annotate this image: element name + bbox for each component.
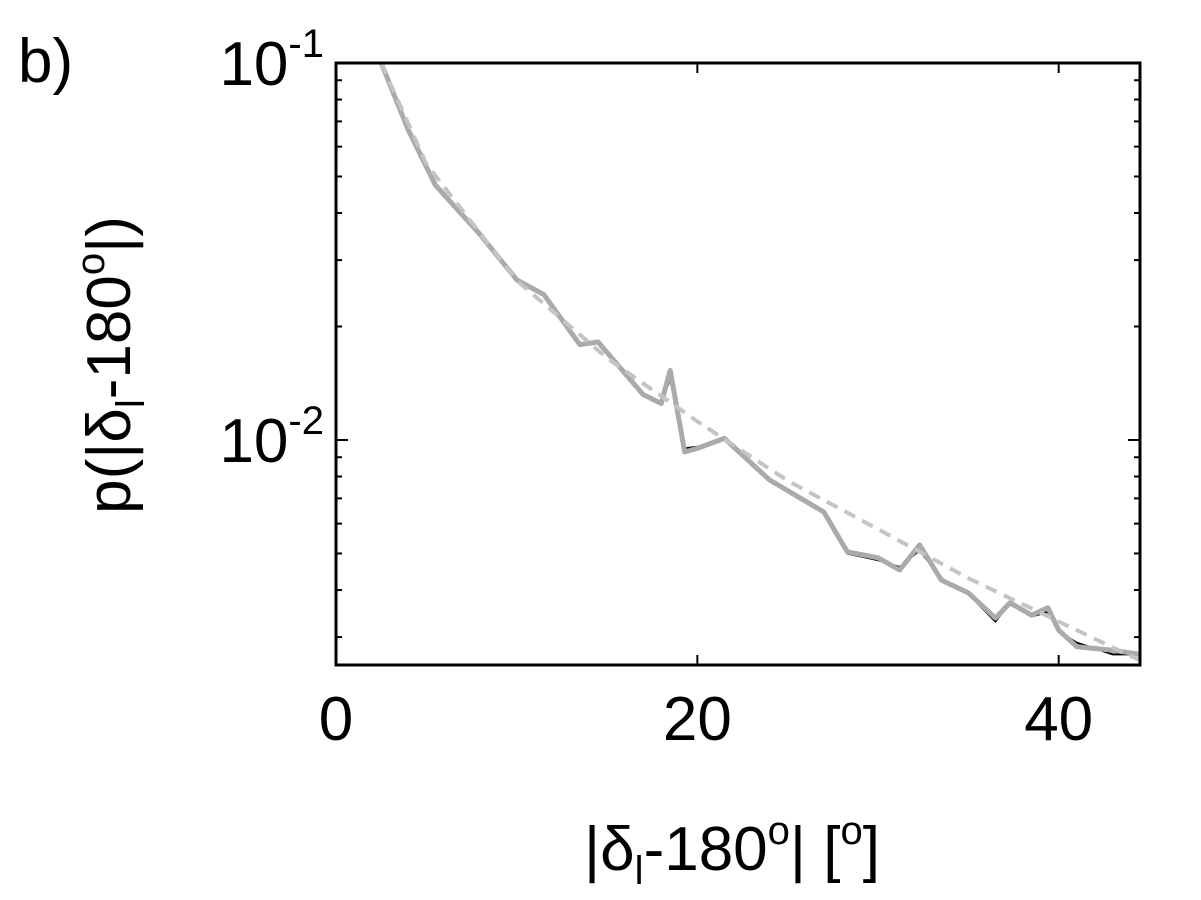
x-label-part: o xyxy=(768,809,790,853)
y-tick-label: 10-2 xyxy=(219,399,324,476)
x-label-part: -180 xyxy=(644,815,768,884)
x-tick-label: 0 xyxy=(319,685,353,754)
y-label-part: -180 xyxy=(75,275,144,399)
x-label-part: ] xyxy=(863,815,880,884)
axes-frame xyxy=(334,61,1142,667)
panel-label: b) xyxy=(18,27,73,96)
y-tick-base: 10 xyxy=(219,407,288,476)
x-label-part: | [ xyxy=(790,815,841,884)
y-label-part: l xyxy=(109,399,153,408)
y-label-part: p(|δ xyxy=(75,408,144,514)
plot-area xyxy=(378,63,1140,663)
x-label-part: |δ xyxy=(584,815,635,884)
x-axis-label: |δl-180o| [o] xyxy=(584,809,880,893)
x-label-part: o xyxy=(840,809,862,853)
y-tick-exponent: -2 xyxy=(288,399,324,443)
series-line xyxy=(379,63,1140,663)
y-tick-base: 10 xyxy=(219,30,288,99)
x-label-part: l xyxy=(635,849,644,893)
y-tick-exponent: -1 xyxy=(288,22,324,66)
y-axis-label: p(|δl-180o|) xyxy=(69,216,153,514)
x-tick-label: 40 xyxy=(1024,685,1093,754)
y-tick-label: 10-1 xyxy=(219,22,324,99)
series-line xyxy=(378,63,1140,657)
y-label-part: o xyxy=(69,253,113,275)
y-label-part: |) xyxy=(75,216,144,253)
x-tick-label: 20 xyxy=(663,685,732,754)
